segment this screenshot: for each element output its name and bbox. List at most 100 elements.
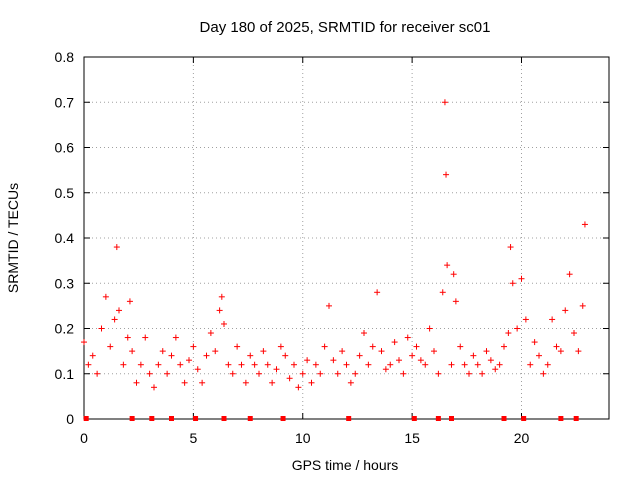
data-point [522, 316, 529, 323]
data-point [190, 343, 197, 350]
x-tick-label: 20 [514, 430, 530, 446]
data-point [321, 343, 328, 350]
data-point [507, 244, 514, 251]
data-point [443, 171, 450, 178]
data-point [334, 370, 341, 377]
data-point [461, 361, 468, 368]
data-point [94, 370, 101, 377]
data-point [562, 307, 569, 314]
data-point [330, 357, 337, 364]
grid-lines [84, 57, 609, 419]
data-point [216, 307, 223, 314]
data-point [448, 361, 455, 368]
data-point [531, 339, 538, 346]
data-point [544, 361, 551, 368]
data-point [264, 361, 271, 368]
data-point [527, 361, 534, 368]
data-point [221, 320, 227, 327]
data-point [238, 361, 245, 368]
data-point [199, 379, 206, 386]
zero-marker [501, 416, 507, 421]
data-point [172, 334, 179, 341]
data-point [431, 348, 437, 355]
data-point [356, 352, 363, 359]
data-point [409, 352, 416, 359]
data-point [291, 361, 297, 368]
x-tick-label: 5 [189, 430, 197, 446]
data-point [137, 361, 144, 368]
data-point [146, 370, 153, 377]
zero-marker [221, 416, 227, 421]
data-point [212, 348, 219, 355]
data-point [286, 375, 293, 382]
data-point [501, 343, 507, 350]
data-point [247, 352, 254, 359]
data-point [509, 280, 516, 287]
zero-marker [435, 416, 441, 421]
data-point [422, 361, 429, 368]
data-point [111, 316, 118, 323]
data-point [186, 357, 192, 364]
data-point [361, 330, 367, 337]
data-point [89, 352, 96, 359]
data-point [426, 325, 433, 332]
data-point [299, 370, 306, 377]
data-point [85, 361, 92, 368]
data-point [98, 325, 105, 332]
data-point [492, 366, 499, 373]
data-point [159, 348, 166, 355]
data-point [107, 343, 114, 350]
data-point [129, 348, 136, 355]
data-point [571, 330, 577, 337]
y-tick-label: 0.2 [55, 321, 75, 337]
data-point [326, 302, 332, 309]
data-point [374, 289, 381, 296]
data-point [450, 271, 457, 278]
data-point [256, 370, 262, 377]
data-point [441, 99, 448, 106]
data-point [242, 379, 249, 386]
x-axis-label: GPS time / hours [292, 457, 399, 473]
data-point [126, 298, 133, 305]
data-point [396, 357, 402, 364]
data-point [413, 343, 420, 350]
data-point [435, 370, 442, 377]
data-point [483, 348, 490, 355]
y-tick-label: 0.7 [55, 94, 75, 110]
data-point [113, 244, 120, 251]
data-point [417, 357, 424, 364]
zero-marker [280, 416, 286, 421]
data-point [102, 293, 109, 300]
y-tick-label: 0 [66, 411, 74, 427]
data-point [282, 352, 289, 359]
data-point [295, 384, 302, 391]
data-point [120, 361, 127, 368]
zero-marker [247, 416, 253, 421]
data-point [168, 352, 175, 359]
data-point [540, 370, 547, 377]
data-point [470, 352, 477, 359]
data-point [566, 271, 573, 278]
data-point [452, 298, 459, 305]
data-point [382, 366, 389, 373]
data-point [474, 361, 481, 368]
x-tick-labels: 0 5 10 15 20 [80, 430, 529, 446]
data-point [218, 293, 225, 300]
data-point [457, 343, 464, 350]
zero-marker [521, 416, 527, 421]
data-point [479, 370, 486, 377]
zero-marker [573, 416, 579, 421]
data-point [518, 275, 525, 282]
data-point [343, 361, 350, 368]
data-point [251, 361, 258, 368]
data-points [81, 99, 588, 391]
data-point [553, 343, 560, 350]
data-point [164, 370, 171, 377]
data-point [557, 348, 564, 355]
zero-marker [83, 416, 89, 421]
data-point [579, 302, 586, 309]
data-point [194, 366, 201, 373]
zero-marker [346, 416, 352, 421]
y-axis-label: SRMTID / TECUs [5, 183, 21, 293]
zero-marker [449, 416, 454, 421]
